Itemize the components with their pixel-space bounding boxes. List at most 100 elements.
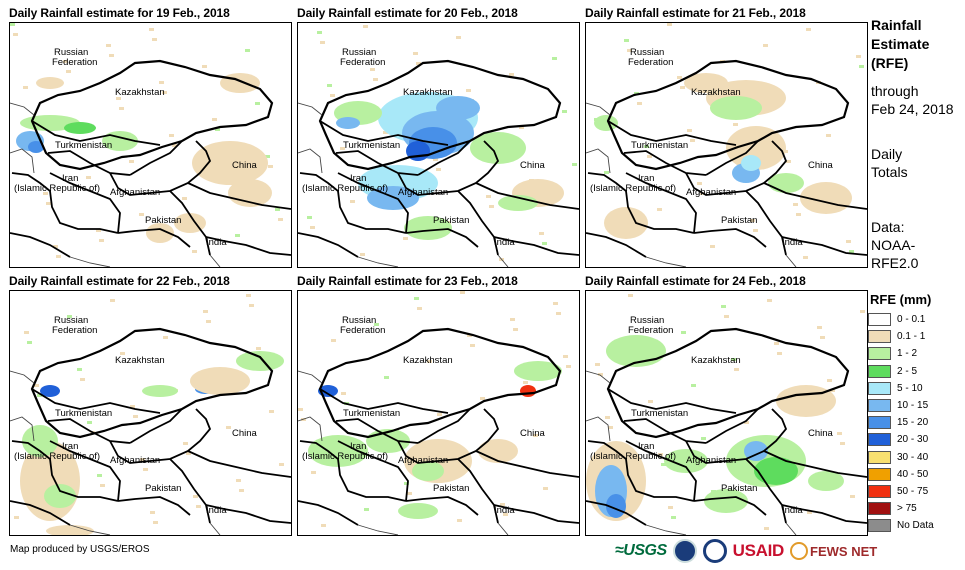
rain-speckle — [265, 155, 270, 158]
rain-speckle — [116, 97, 121, 100]
rain-speckle — [533, 434, 538, 437]
country-border — [493, 504, 579, 524]
legend-swatch — [868, 381, 891, 395]
country-border — [781, 504, 867, 524]
coastline — [785, 254, 797, 267]
rain-speckle — [196, 505, 201, 508]
rain-area — [412, 461, 444, 481]
country-border — [187, 182, 291, 210]
country-border — [475, 182, 579, 210]
rain-speckle — [753, 229, 758, 232]
rain-area — [710, 96, 762, 120]
rain-area — [336, 117, 360, 129]
rain-speckle — [796, 213, 801, 216]
country-label-iran-1: Iran — [350, 173, 366, 184]
rain-speckle — [539, 232, 544, 235]
rain-area — [704, 489, 748, 513]
legend-item: 2 - 5 — [868, 363, 965, 380]
rain-area — [808, 471, 844, 491]
rain-area — [146, 223, 174, 243]
rain-speckle — [608, 426, 613, 429]
rain-speckle — [206, 320, 211, 323]
rain-speckle — [734, 368, 739, 371]
country-label-india: India — [206, 237, 227, 248]
rain-speckle — [341, 392, 346, 395]
rain-speckle — [255, 102, 260, 105]
daily-label: Daily — [871, 146, 903, 162]
rain-area — [741, 155, 761, 171]
rain-speckle — [598, 373, 603, 376]
country-label-russia-2: Federation — [340, 57, 385, 68]
legend-label: > 75 — [897, 503, 917, 515]
noaa-logo-icon — [672, 539, 697, 563]
coastline — [586, 102, 611, 116]
rain-speckle — [212, 118, 217, 121]
country-border — [117, 496, 191, 516]
country-label-kazakhstan: Kazakhstan — [691, 87, 741, 98]
country-label-india: India — [494, 505, 515, 516]
coastline — [298, 370, 323, 384]
rain-speckle — [321, 524, 326, 527]
fews-net-label: FEWS NET — [810, 543, 878, 559]
country-label-india: India — [494, 237, 515, 248]
rain-speckle — [268, 165, 273, 168]
rain-area — [684, 73, 728, 93]
rain-speckle — [519, 126, 524, 129]
map-frame: Russian Federation Kazakhstan Turkmenistan I… — [9, 22, 292, 268]
country-label-russia-1: Russian — [630, 47, 664, 58]
rfe-legend: RFE (mm) 0 - 0.1 0.1 - 1 1 - 2 2 - 5 5 - 10 1… — [868, 292, 965, 534]
country-border — [129, 140, 183, 176]
country-label-russia-2: Federation — [628, 57, 673, 68]
coastline — [298, 102, 323, 116]
rain-speckle — [13, 33, 18, 36]
country-label-iran-1: Iran — [638, 441, 654, 452]
country-border — [745, 190, 787, 256]
map-credit: Map produced by USGS/EROS — [10, 544, 150, 555]
country-label-afghanistan: Afghanistan — [686, 187, 736, 198]
rain-speckle — [657, 208, 662, 211]
rain-speckle — [840, 442, 845, 445]
coastline — [357, 256, 399, 267]
rain-speckle — [226, 426, 231, 429]
rain-speckle — [43, 192, 48, 195]
usgs-logo: ≈USGS — [615, 542, 667, 559]
country-label-pakistan: Pakistan — [721, 483, 757, 494]
country-label-pakistan: Pakistan — [145, 215, 181, 226]
country-border — [109, 140, 212, 196]
country-label-india: India — [782, 505, 803, 516]
country-border — [129, 408, 183, 444]
country-border — [417, 140, 471, 176]
rain-speckle — [298, 408, 303, 411]
country-border — [187, 450, 291, 478]
rain-speckle — [169, 134, 174, 137]
coastline — [298, 416, 323, 442]
country-label-russia-2: Federation — [628, 325, 673, 336]
country-border — [405, 228, 479, 248]
coastline — [586, 370, 611, 384]
map-frame: Russian Federation Kazakhstan Turkmenistan I… — [585, 22, 868, 268]
rain-speckle — [373, 78, 378, 81]
legend-swatch — [868, 502, 891, 516]
rain-speckle — [827, 379, 832, 382]
rain-speckle — [750, 219, 755, 222]
rain-speckle — [563, 355, 568, 358]
rain-speckle — [307, 216, 312, 219]
region-outline — [30, 59, 274, 171]
country-border — [337, 440, 409, 502]
rain-speckle — [777, 352, 782, 355]
rain-speckle — [407, 492, 412, 495]
rain-speckle — [671, 516, 676, 519]
totals-label: Totals — [871, 164, 908, 180]
rain-speckle — [553, 302, 558, 305]
country-label-iran-1: Iran — [350, 441, 366, 452]
rain-speckle — [86, 176, 91, 179]
rain-speckle — [820, 336, 825, 339]
rain-speckle — [364, 508, 369, 511]
rain-area — [514, 361, 562, 381]
country-border — [31, 120, 161, 146]
country-border — [586, 232, 647, 258]
rain-speckle — [860, 310, 865, 313]
map-frame: Russian Federation Kazakhstan Turkmenistan I… — [297, 290, 580, 536]
rain-speckle — [203, 310, 208, 313]
